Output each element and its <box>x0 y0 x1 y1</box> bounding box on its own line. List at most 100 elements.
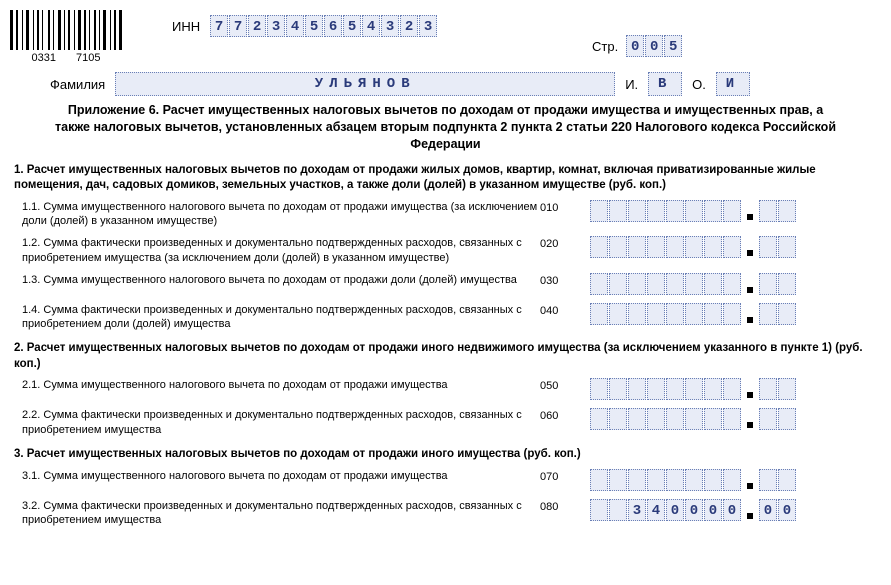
digit-cell[interactable] <box>759 378 777 400</box>
digit-cell[interactable] <box>778 200 796 222</box>
digit-cell[interactable] <box>590 303 608 325</box>
digit-cell[interactable] <box>628 378 646 400</box>
digit-cell[interactable] <box>647 303 665 325</box>
kopecks-cells[interactable] <box>759 303 796 325</box>
digit-cell[interactable] <box>704 303 722 325</box>
digit-cell[interactable] <box>685 200 703 222</box>
digit-cell[interactable] <box>704 378 722 400</box>
digit-cell[interactable]: 2 <box>248 15 266 37</box>
digit-cell[interactable] <box>609 236 627 258</box>
digit-cell[interactable] <box>759 200 777 222</box>
digit-cell[interactable] <box>628 200 646 222</box>
digit-cell[interactable] <box>666 236 684 258</box>
page-cells[interactable]: 005 <box>626 35 682 57</box>
initial-i-field[interactable]: В <box>648 72 682 96</box>
digit-cell[interactable] <box>666 378 684 400</box>
digit-cell[interactable] <box>723 236 741 258</box>
digit-cell[interactable] <box>759 303 777 325</box>
digit-cell[interactable]: 5 <box>343 15 361 37</box>
digit-cell[interactable]: 4 <box>286 15 304 37</box>
digit-cell[interactable]: 5 <box>664 35 682 57</box>
digit-cell[interactable] <box>647 273 665 295</box>
rubles-cells[interactable] <box>590 408 741 430</box>
digit-cell[interactable]: 3 <box>419 15 437 37</box>
digit-cell[interactable] <box>609 273 627 295</box>
digit-cell[interactable]: 0 <box>685 499 703 521</box>
digit-cell[interactable] <box>759 469 777 491</box>
digit-cell[interactable]: 0 <box>626 35 644 57</box>
digit-cell[interactable] <box>609 200 627 222</box>
digit-cell[interactable]: 4 <box>362 15 380 37</box>
digit-cell[interactable] <box>778 303 796 325</box>
digit-cell[interactable] <box>666 303 684 325</box>
digit-cell[interactable] <box>778 236 796 258</box>
kopecks-cells[interactable] <box>759 408 796 430</box>
rubles-cells[interactable] <box>590 469 741 491</box>
digit-cell[interactable]: 0 <box>759 499 777 521</box>
digit-cell[interactable] <box>704 273 722 295</box>
kopecks-cells[interactable]: 00 <box>759 499 796 521</box>
digit-cell[interactable] <box>759 408 777 430</box>
digit-cell[interactable] <box>685 236 703 258</box>
digit-cell[interactable] <box>666 408 684 430</box>
digit-cell[interactable] <box>666 200 684 222</box>
kopecks-cells[interactable] <box>759 236 796 258</box>
kopecks-cells[interactable] <box>759 378 796 400</box>
digit-cell[interactable]: 3 <box>267 15 285 37</box>
digit-cell[interactable]: 0 <box>778 499 796 521</box>
kopecks-cells[interactable] <box>759 200 796 222</box>
digit-cell[interactable] <box>628 469 646 491</box>
digit-cell[interactable] <box>778 408 796 430</box>
digit-cell[interactable] <box>609 469 627 491</box>
digit-cell[interactable]: 5 <box>305 15 323 37</box>
digit-cell[interactable] <box>666 273 684 295</box>
digit-cell[interactable]: 0 <box>666 499 684 521</box>
digit-cell[interactable] <box>590 236 608 258</box>
digit-cell[interactable] <box>628 236 646 258</box>
digit-cell[interactable] <box>778 273 796 295</box>
rubles-cells[interactable]: 340000 <box>590 499 741 521</box>
digit-cell[interactable] <box>685 408 703 430</box>
rubles-cells[interactable] <box>590 273 741 295</box>
digit-cell[interactable]: 3 <box>628 499 646 521</box>
digit-cell[interactable]: 0 <box>723 499 741 521</box>
initial-o-field[interactable]: И <box>716 72 750 96</box>
digit-cell[interactable] <box>647 469 665 491</box>
digit-cell[interactable] <box>590 273 608 295</box>
digit-cell[interactable] <box>778 469 796 491</box>
digit-cell[interactable]: 7 <box>210 15 228 37</box>
digit-cell[interactable] <box>609 408 627 430</box>
digit-cell[interactable] <box>759 236 777 258</box>
digit-cell[interactable]: 0 <box>645 35 663 57</box>
inn-cells[interactable]: 772345654323 <box>210 15 437 37</box>
digit-cell[interactable] <box>590 200 608 222</box>
digit-cell[interactable] <box>609 499 627 521</box>
digit-cell[interactable] <box>666 469 684 491</box>
rubles-cells[interactable] <box>590 200 741 222</box>
digit-cell[interactable]: 6 <box>324 15 342 37</box>
digit-cell[interactable] <box>685 303 703 325</box>
digit-cell[interactable] <box>685 273 703 295</box>
digit-cell[interactable]: 3 <box>381 15 399 37</box>
digit-cell[interactable] <box>759 273 777 295</box>
digit-cell[interactable] <box>723 469 741 491</box>
surname-field[interactable]: УЛЬЯНОВ <box>115 72 615 96</box>
digit-cell[interactable] <box>723 273 741 295</box>
kopecks-cells[interactable] <box>759 273 796 295</box>
digit-cell[interactable] <box>723 303 741 325</box>
digit-cell[interactable] <box>647 200 665 222</box>
digit-cell[interactable]: 4 <box>647 499 665 521</box>
digit-cell[interactable]: 0 <box>704 499 722 521</box>
digit-cell[interactable] <box>778 378 796 400</box>
digit-cell[interactable] <box>704 200 722 222</box>
digit-cell[interactable] <box>590 469 608 491</box>
digit-cell[interactable] <box>590 408 608 430</box>
digit-cell[interactable] <box>609 303 627 325</box>
digit-cell[interactable] <box>590 499 608 521</box>
digit-cell[interactable] <box>628 273 646 295</box>
rubles-cells[interactable] <box>590 378 741 400</box>
digit-cell[interactable] <box>590 378 608 400</box>
digit-cell[interactable]: 7 <box>229 15 247 37</box>
digit-cell[interactable] <box>628 408 646 430</box>
digit-cell[interactable] <box>723 378 741 400</box>
